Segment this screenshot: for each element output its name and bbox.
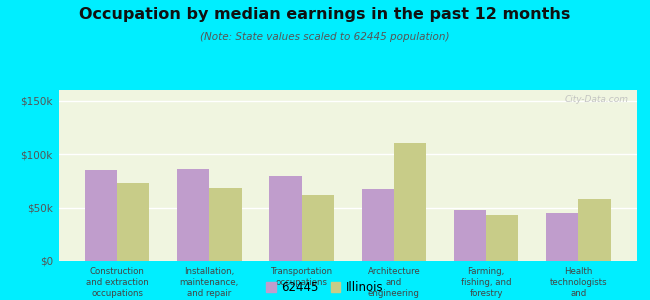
Bar [269, 176, 302, 261]
Bar [394, 143, 426, 261]
Bar [84, 170, 117, 261]
Bar [209, 188, 242, 261]
Bar [177, 169, 209, 261]
Bar [546, 213, 578, 261]
Text: (Note: State values scaled to 62445 population): (Note: State values scaled to 62445 popu… [200, 32, 450, 41]
Bar [486, 215, 519, 261]
Bar [302, 195, 334, 261]
Bar [454, 210, 486, 261]
Bar [578, 199, 611, 261]
Text: City-Data.com: City-Data.com [564, 95, 629, 104]
Text: Occupation by median earnings in the past 12 months: Occupation by median earnings in the pas… [79, 8, 571, 22]
Bar [117, 183, 150, 261]
Legend: 62445, Illinois: 62445, Illinois [266, 281, 384, 294]
Bar [361, 189, 394, 261]
